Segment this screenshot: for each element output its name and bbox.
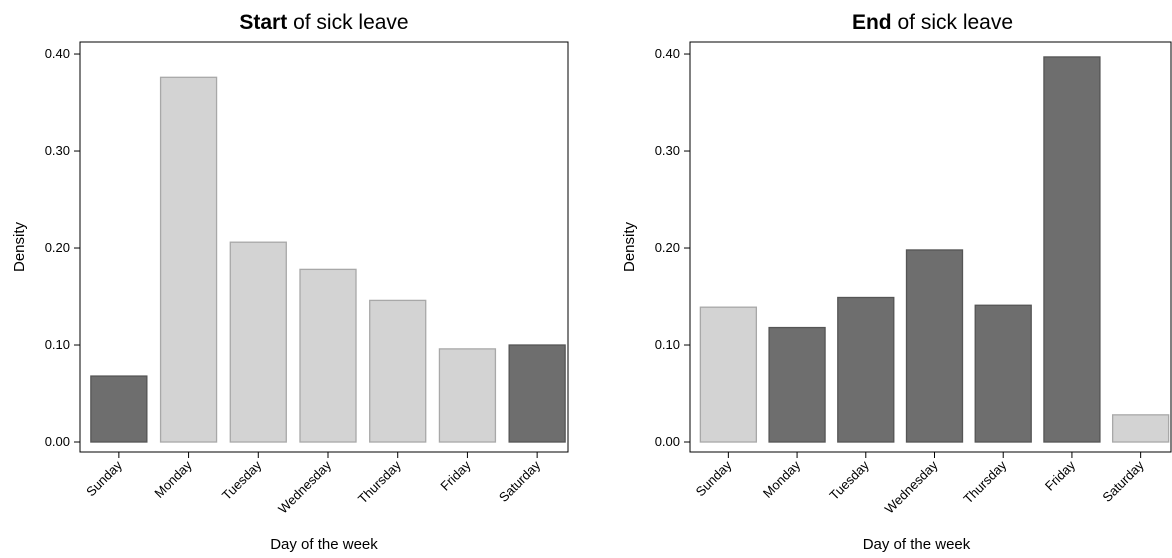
y-axis-title: Density <box>621 221 638 272</box>
y-tick-label: 0.20 <box>45 240 70 255</box>
x-tick-label: Monday <box>760 457 804 501</box>
x-tick-label: Thursday <box>960 457 1009 506</box>
x-axis-title: Day of the week <box>270 536 378 553</box>
chart-title: Start of sick leave <box>239 11 408 34</box>
bar <box>1043 56 1101 443</box>
bar <box>299 268 357 443</box>
x-tick-label: Tuesday <box>219 457 265 503</box>
chart-title: End of sick leave <box>852 11 1013 34</box>
x-tick-label: Saturday <box>1099 457 1147 505</box>
bar <box>90 375 148 443</box>
x-tick-label: Monday <box>151 457 195 501</box>
x-tick-label: Friday <box>437 457 473 493</box>
y-tick-label: 0.10 <box>655 337 680 352</box>
title-rest: of sick leave <box>897 11 1013 34</box>
bar <box>974 304 1032 443</box>
y-tick-label: 0.00 <box>45 434 70 449</box>
bar <box>699 306 758 443</box>
plot-frame <box>79 41 569 453</box>
x-tick-label: Wednesday <box>882 457 941 516</box>
x-tick-label: Friday <box>1042 457 1078 493</box>
x-tick-label: Sunday <box>83 457 125 499</box>
plot-frame <box>689 41 1172 453</box>
y-tick-label: 0.30 <box>45 143 70 158</box>
y-axis-title: Density <box>11 221 28 272</box>
y-tick-label: 0.20 <box>655 240 680 255</box>
y-tick-label: 0.10 <box>45 337 70 352</box>
x-tick-label: Sunday <box>693 457 735 499</box>
bar <box>508 344 566 443</box>
bar <box>837 296 895 443</box>
bar <box>905 249 964 443</box>
title-rest: of sick leave <box>293 11 409 34</box>
bar <box>768 326 826 443</box>
x-axis-title: Day of the week <box>863 536 971 553</box>
y-tick-label: 0.40 <box>655 46 680 61</box>
x-tick-label: Wednesday <box>275 457 334 516</box>
y-tick-label: 0.00 <box>655 434 680 449</box>
bar <box>438 348 497 443</box>
x-tick-label: Saturday <box>496 457 544 505</box>
bar <box>229 241 287 443</box>
bar <box>159 76 218 443</box>
x-tick-label: Tuesday <box>826 457 872 503</box>
bar <box>369 299 427 443</box>
y-tick-label: 0.40 <box>45 46 70 61</box>
bar <box>1111 414 1170 443</box>
title-emphasis: Start <box>239 11 287 34</box>
title-emphasis: End <box>852 11 892 34</box>
y-tick-label: 0.30 <box>655 143 680 158</box>
x-tick-label: Thursday <box>355 457 404 506</box>
